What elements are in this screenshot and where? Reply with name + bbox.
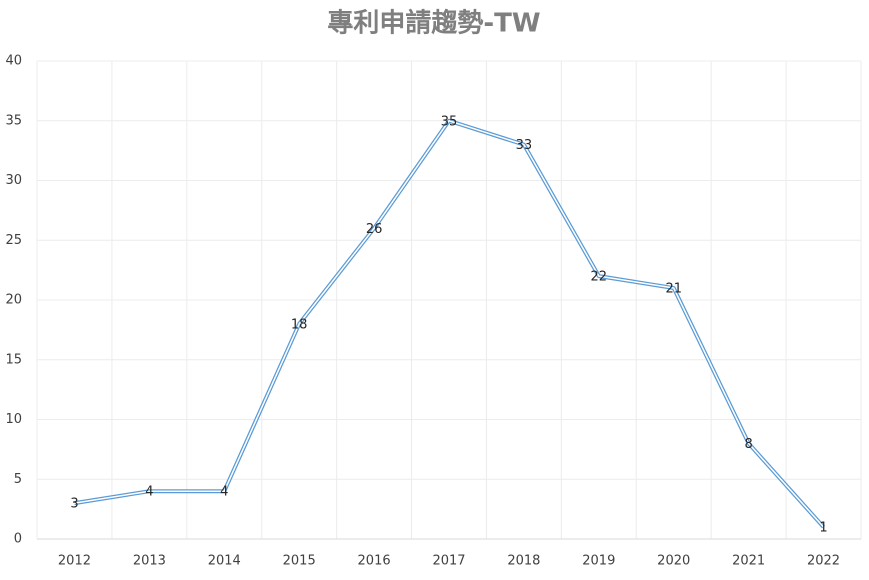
x-tick-label: 2020 bbox=[657, 554, 690, 569]
x-tick-label: 2022 bbox=[807, 554, 840, 569]
data-label: 1 bbox=[819, 521, 827, 536]
data-label: 22 bbox=[591, 270, 608, 285]
y-tick-label: 35 bbox=[5, 113, 22, 128]
data-label: 33 bbox=[516, 138, 533, 153]
y-tick-label: 30 bbox=[5, 173, 22, 188]
chart-title: 專利申請趨勢-TW bbox=[327, 8, 540, 39]
y-tick-label: 10 bbox=[5, 412, 22, 427]
y-tick-label: 40 bbox=[5, 54, 22, 69]
data-label: 35 bbox=[441, 114, 458, 129]
x-tick-label: 2021 bbox=[732, 554, 765, 569]
y-tick-label: 0 bbox=[14, 532, 22, 547]
data-label: 8 bbox=[744, 437, 752, 452]
data-label: 21 bbox=[665, 282, 682, 297]
y-tick-label: 15 bbox=[5, 352, 22, 367]
x-tick-label: 2016 bbox=[358, 554, 391, 569]
data-label: 4 bbox=[220, 485, 228, 500]
y-tick-label: 5 bbox=[14, 472, 22, 487]
x-tick-label: 2012 bbox=[58, 554, 91, 569]
line-highlight bbox=[74, 120, 825, 528]
x-tick-label: 2019 bbox=[582, 554, 615, 569]
data-label: 18 bbox=[291, 317, 308, 332]
y-tick-label: 20 bbox=[5, 293, 22, 308]
x-tick-label: 2015 bbox=[283, 554, 316, 569]
data-label: 4 bbox=[145, 485, 153, 500]
data-label: 26 bbox=[366, 222, 383, 237]
x-tick-label: 2017 bbox=[432, 554, 465, 569]
x-tick-label: 2014 bbox=[208, 554, 241, 569]
y-tick-label: 25 bbox=[5, 233, 22, 248]
data-label: 3 bbox=[70, 497, 78, 512]
x-tick-label: 2018 bbox=[507, 554, 540, 569]
x-tick-label: 2013 bbox=[133, 554, 166, 569]
